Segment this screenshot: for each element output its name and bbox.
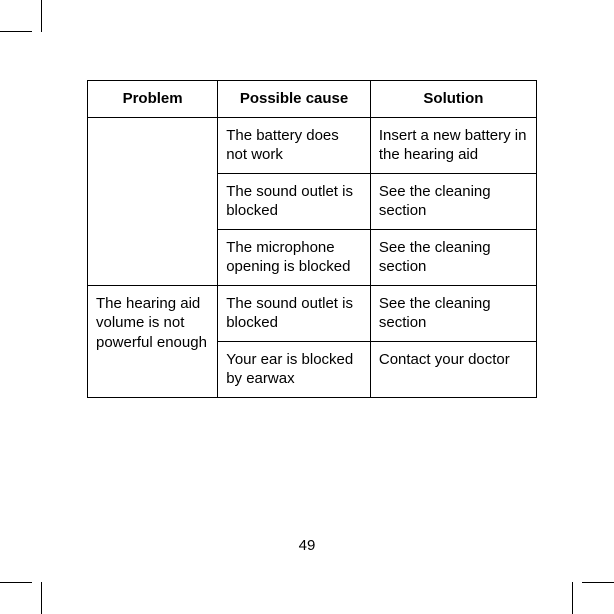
crop-mark <box>572 582 573 614</box>
cell-solution: Contact your doctor <box>370 341 536 397</box>
crop-mark <box>41 0 42 32</box>
crop-mark <box>0 31 32 32</box>
cell-problem: The hearing aid volume is not powerful e… <box>88 285 218 397</box>
page-content: Problem Possible cause Solution The batt… <box>87 80 537 398</box>
cell-solution: See the cleaning section <box>370 285 536 341</box>
crop-mark <box>0 582 32 583</box>
crop-mark <box>582 582 614 583</box>
header-solution: Solution <box>370 81 536 118</box>
table-row: The battery does not work Insert a new b… <box>88 117 537 173</box>
cell-cause: The sound outlet is blocked <box>218 285 371 341</box>
page-number: 49 <box>0 537 614 554</box>
header-problem: Problem <box>88 81 218 118</box>
cell-cause: The sound outlet is blocked <box>218 173 371 229</box>
header-cause: Possible cause <box>218 81 371 118</box>
cell-solution: Insert a new battery in the hearing aid <box>370 117 536 173</box>
table-header-row: Problem Possible cause Solution <box>88 81 537 118</box>
table-row: The hearing aid volume is not powerful e… <box>88 285 537 341</box>
troubleshooting-table: Problem Possible cause Solution The batt… <box>87 80 537 398</box>
cell-cause: The battery does not work <box>218 117 371 173</box>
cell-cause: Your ear is blocked by earwax <box>218 341 371 397</box>
cell-solution: See the cleaning section <box>370 229 536 285</box>
cell-cause: The microphone opening is blocked <box>218 229 371 285</box>
cell-problem <box>88 117 218 285</box>
crop-mark <box>41 582 42 614</box>
cell-solution: See the cleaning section <box>370 173 536 229</box>
